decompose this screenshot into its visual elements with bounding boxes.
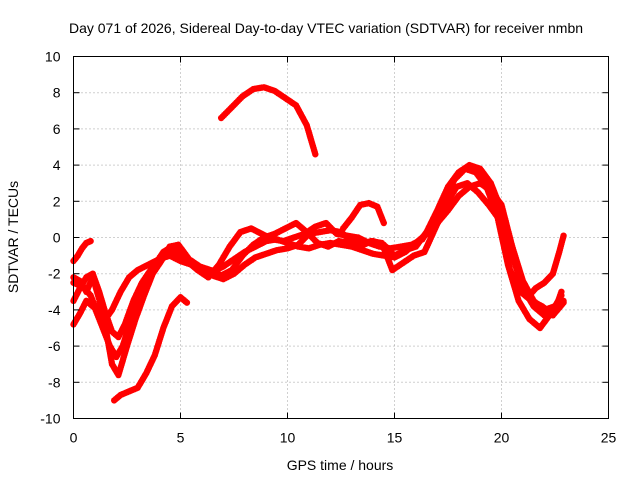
y-axis-label: SDTVAR / TECUs bbox=[5, 181, 21, 293]
series-arc-g bbox=[217, 84, 319, 158]
chart-title: Day 071 of 2026, Sidereal Day-to-day VTE… bbox=[69, 20, 583, 36]
x-axis-label: GPS time / hours bbox=[287, 457, 394, 473]
y-tick-label: 8 bbox=[53, 85, 61, 101]
y-tick-label: -8 bbox=[48, 374, 61, 390]
y-tick-label: -6 bbox=[48, 338, 61, 354]
series-arc-h bbox=[339, 199, 387, 232]
series-arc-d bbox=[70, 180, 567, 379]
data-point bbox=[183, 299, 191, 306]
y-tick-label: 2 bbox=[53, 193, 61, 209]
axes: 0 5 10 15 20 25 -10 -8 -6 -4 -2 0 2 4 6 8 10 bbox=[40, 49, 616, 446]
data-point bbox=[558, 292, 565, 299]
x-tick-label: 0 bbox=[70, 430, 78, 446]
data-point bbox=[380, 219, 387, 227]
series-arc-i bbox=[526, 232, 567, 299]
series-arc-f bbox=[110, 294, 191, 404]
data-layer bbox=[70, 84, 567, 404]
x-tick-label: 15 bbox=[387, 430, 403, 446]
data-point bbox=[87, 237, 94, 245]
data-point bbox=[560, 232, 567, 239]
x-tick-label: 5 bbox=[177, 430, 185, 446]
y-tick-label: 6 bbox=[53, 121, 61, 137]
data-point bbox=[312, 151, 319, 158]
y-tick-label: -4 bbox=[48, 302, 61, 318]
y-tick-label: 0 bbox=[53, 230, 61, 246]
x-tick-label: 20 bbox=[494, 430, 510, 446]
y-tick-label: 4 bbox=[53, 157, 61, 173]
x-tick-label: 25 bbox=[601, 430, 617, 446]
data-point bbox=[560, 299, 567, 306]
y-tick-label: -10 bbox=[40, 411, 60, 427]
y-tick-label: -2 bbox=[48, 266, 61, 282]
x-tick-label: 10 bbox=[280, 430, 296, 446]
y-tick-label: 10 bbox=[45, 49, 61, 65]
series-arc-e bbox=[70, 237, 94, 265]
